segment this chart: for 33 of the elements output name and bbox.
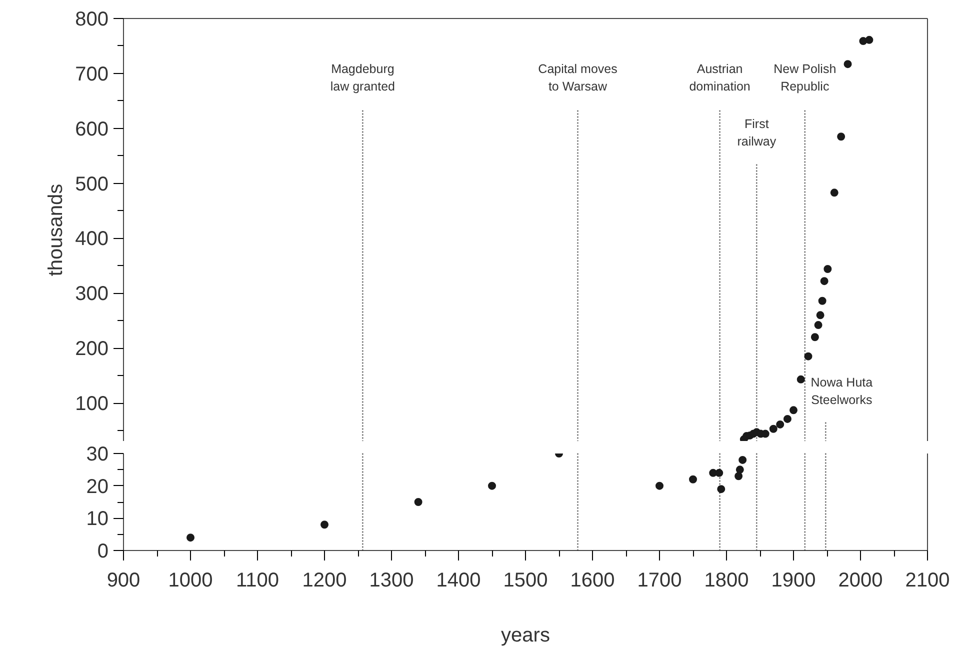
y-tick-label: 30 [86,444,109,466]
x-tick-label: 1200 [302,570,347,592]
y-tick-label: 600 [75,118,109,140]
x-tick-label: 1800 [704,570,749,592]
y-tick-label: 20 [86,476,109,498]
y-tick-label: 200 [75,338,109,360]
ref-line-label: First railway [737,117,777,149]
ref-line-label: Capital moves to Warsaw [538,62,618,94]
y-tick-label: 700 [75,63,109,86]
x-tick-label: 2100 [905,570,950,592]
x-tick-label: 1000 [168,570,213,592]
x-tick-label: 1400 [436,570,481,592]
ref-line-label: New Polish Republic [774,62,836,94]
y-tick-label: 100 [75,393,109,416]
y-axis-title: thousands [45,184,68,276]
y-tick-label: 0 [97,540,108,562]
x-tick-label: 1100 [236,570,280,592]
x-tick-label: 1300 [369,570,414,592]
x-tick-label: 1900 [771,570,816,592]
y-tick-label: 500 [75,173,109,196]
x-tick-label: 1500 [503,570,548,592]
x-tick-label: 900 [106,570,140,592]
y-tick-label: 10 [86,508,109,530]
x-axis-title: years [501,624,550,646]
x-tick-label: 1600 [570,570,615,592]
y-tick-label: 300 [75,283,109,306]
x-tick-label: 1700 [637,570,682,592]
ref-line-label: Nowa Huta Steelworks [810,376,873,408]
x-tick-label: 2000 [838,570,883,592]
ref-line-label: Austrian domination [689,62,750,94]
y-tick-label: 400 [75,228,109,250]
ref-line-label: Magdeburg law granted [330,62,396,94]
y-tick-label: 800 [75,8,109,30]
